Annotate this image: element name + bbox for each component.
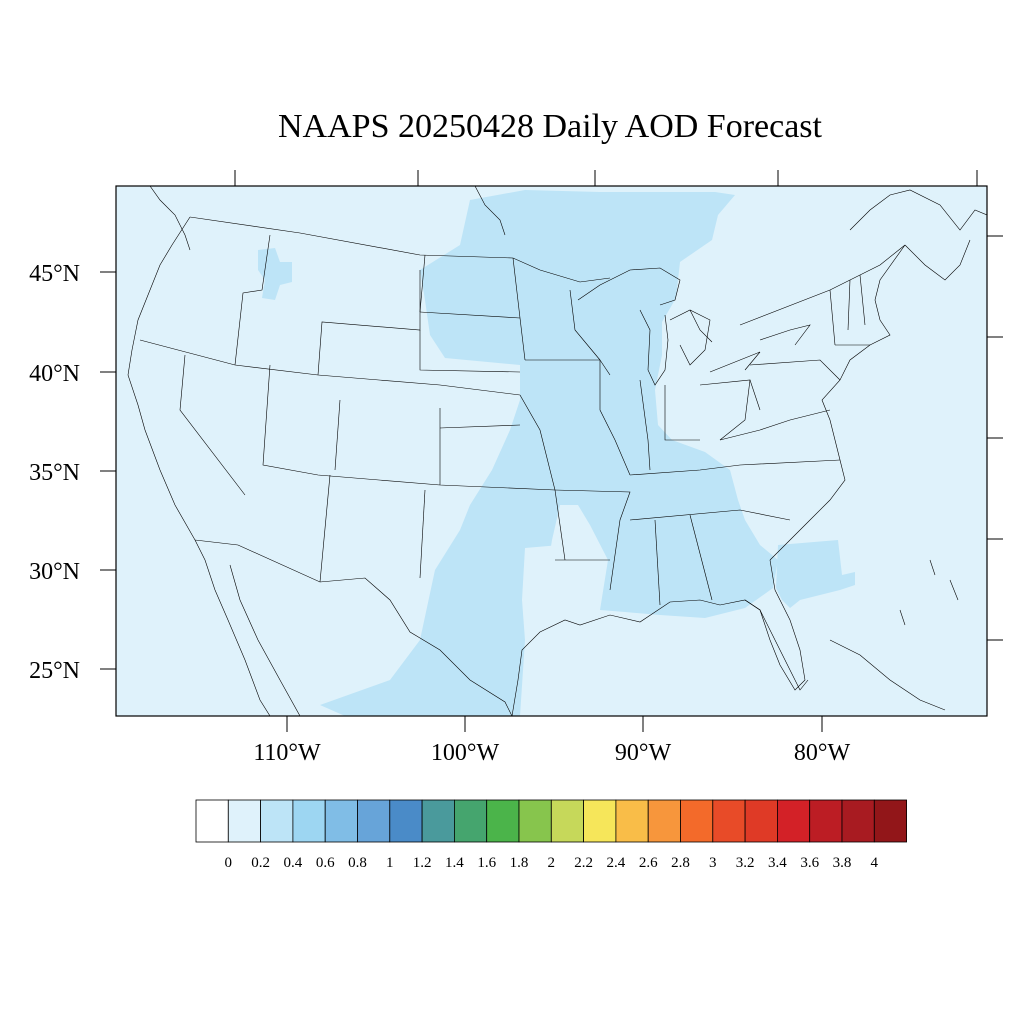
colorbar-label: 2.4 [607, 855, 626, 871]
lat-label-30: 30°N [29, 559, 80, 585]
left-ticks [100, 271, 116, 670]
colorbar-label: 3.2 [736, 855, 755, 871]
colorbar-label: 0.2 [251, 855, 270, 871]
colorbar-label: 1.8 [510, 855, 529, 871]
colorbar-label: 0.6 [316, 855, 335, 871]
lat-label-40: 40°N [29, 361, 80, 387]
lon-label-90w: 90°W [615, 740, 672, 766]
colorbar-label: 1.6 [477, 855, 496, 871]
colorbar-label: 2.2 [574, 855, 593, 871]
colorbar-swatch [260, 799, 294, 843]
colorbar-swatch [583, 799, 617, 843]
map-frame [115, 185, 988, 717]
colorbar-label: 3.6 [800, 855, 819, 871]
colorbar-swatch [357, 799, 391, 843]
colorbar-swatch [227, 799, 262, 843]
colorbar-swatch [486, 799, 520, 843]
bottom-ticks [286, 716, 823, 732]
figure-title: NAAPS 20250428 Daily AOD Forecast [278, 108, 822, 145]
colorbar-swatch [453, 799, 488, 843]
colorbar-swatch [777, 799, 811, 843]
lat-label-35: 35°N [29, 460, 80, 486]
colorbar-label: 1.2 [413, 855, 432, 871]
lon-label-100w: 100°W [431, 740, 500, 766]
colorbar-swatch [873, 799, 907, 843]
right-ticks [987, 235, 1003, 641]
colorbar-label: 2.6 [639, 855, 658, 871]
colorbar-label: 4 [871, 855, 879, 871]
colorbar-swatch [809, 799, 843, 843]
colorbar-swatch [389, 799, 423, 843]
colorbar-swatch [744, 799, 778, 843]
colorbar-label: 1.4 [445, 855, 464, 871]
lon-label-110w: 110°W [253, 740, 321, 766]
colorbar-swatch [324, 799, 358, 843]
colorbar: 0 0.2 0.4 0.6 0.8 1 1.2 1.4 1.6 1.8 2 2.2 2.4 2.6 2.8 3… [195, 799, 907, 871]
colorbar-label: 3 [709, 855, 717, 871]
top-ticks [234, 170, 978, 186]
colorbar-swatch [841, 799, 875, 843]
lat-label-45: 45°N [29, 261, 80, 287]
colorbar-label: 3.8 [833, 855, 852, 871]
lat-label-25: 25°N [29, 658, 80, 684]
colorbar-label: 2.8 [671, 855, 690, 871]
aod-plume-central [320, 190, 778, 716]
colorbar-label: 3.4 [768, 855, 787, 871]
aod-low-louisiana [522, 545, 598, 640]
colorbar-swatch [647, 799, 681, 843]
colorbar-label: 0 [225, 855, 233, 871]
colorbar-swatch [550, 799, 584, 843]
colorbar-swatch [421, 799, 455, 843]
colorbar-label: 0.4 [284, 855, 303, 871]
lon-label-80w: 80°W [794, 740, 851, 766]
colorbar-swatch [518, 799, 552, 843]
aod-plume-atlantic [776, 540, 855, 608]
colorbar-swatch [680, 799, 714, 843]
colorbar-swatch [195, 799, 229, 843]
colorbar-label: 1 [386, 855, 394, 871]
colorbar-swatch [712, 799, 746, 843]
colorbar-swatch [292, 799, 326, 843]
colorbar-swatch [615, 799, 649, 843]
colorbar-label: 0.8 [348, 855, 367, 871]
state-borders [127, 186, 987, 716]
colorbar-label: 2 [548, 855, 556, 871]
